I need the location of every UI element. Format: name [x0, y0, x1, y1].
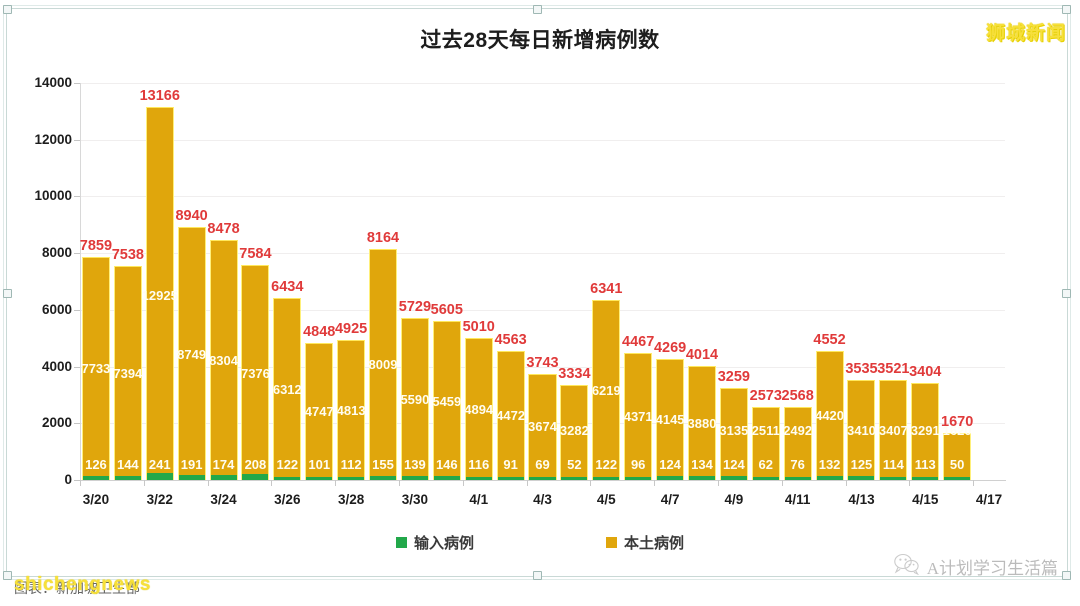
legend-label-imported: 输入病例	[413, 535, 474, 552]
resize-handle-bottom-right[interactable]	[1062, 571, 1071, 580]
wechat-account-name: A计划学习生活篇	[926, 559, 1058, 578]
legend-item-local[interactable]: 本土病例	[606, 532, 684, 553]
chart-object-frame[interactable]	[3, 5, 1071, 580]
legend-swatch-imported	[395, 537, 407, 548]
resize-handle-bottom-center[interactable]	[533, 571, 542, 580]
resize-handle-top-right[interactable]	[1062, 5, 1071, 14]
legend-item-imported[interactable]: 输入病例	[395, 532, 474, 553]
legend-label-local: 本土病例	[624, 535, 685, 552]
resize-handle-right-center[interactable]	[1062, 288, 1071, 298]
chart-legend: 输入病例 本土病例	[0, 532, 1080, 553]
chart-source-caption: 图表：新加坡卫生部	[14, 580, 140, 596]
legend-swatch-local	[606, 537, 617, 548]
wechat-icon	[893, 553, 920, 580]
wechat-account-tag: A计划学习生活篇	[893, 553, 1058, 580]
resize-handle-top-center[interactable]	[533, 5, 542, 14]
resize-handle-bottom-left[interactable]	[3, 571, 12, 580]
watermark-bottom-left: shichengnews	[14, 574, 151, 595]
resize-handle-top-left[interactable]	[3, 5, 12, 14]
resize-handle-left-center[interactable]	[3, 288, 12, 298]
watermark-top-right: 狮城新闻	[985, 23, 1066, 44]
bottom-caption-row: 图表：新加坡卫生部 shichengnews	[14, 572, 414, 602]
chart-title: 过去28天每日新增病例数	[420, 29, 660, 52]
